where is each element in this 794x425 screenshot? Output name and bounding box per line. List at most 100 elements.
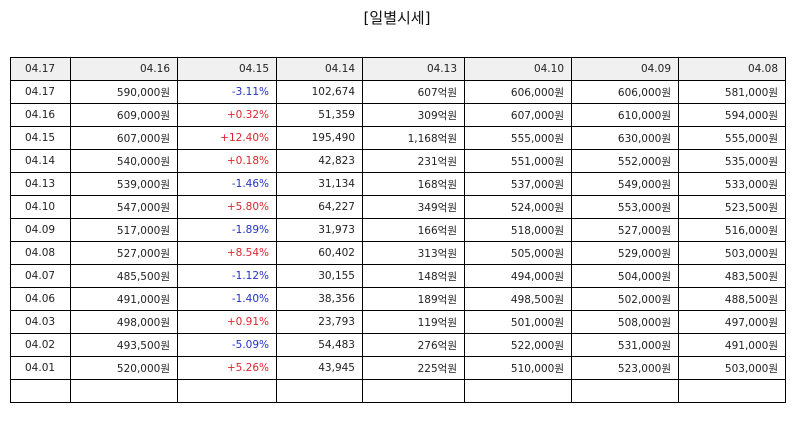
change-cell: +0.91% xyxy=(177,310,277,334)
amount-cell: 119억원 xyxy=(362,310,465,334)
date-cell: 04.13 xyxy=(10,172,71,196)
price-cell: 607,000원 xyxy=(70,126,178,150)
low-cell: 503,000원 xyxy=(678,356,786,380)
header-cell: 04.15 xyxy=(177,57,277,81)
amount-cell: 189억원 xyxy=(362,287,465,311)
change-cell: +5.26% xyxy=(177,356,277,380)
table-row: 04.13 539,000원 -1.46% 31,134 168억원 537,000원 54… xyxy=(10,172,786,196)
open-cell: 518,000원 xyxy=(464,218,572,242)
amount-cell: 309억원 xyxy=(362,103,465,127)
empty-cell xyxy=(70,379,178,403)
open-cell: 551,000원 xyxy=(464,149,572,173)
volume-cell: 102,674 xyxy=(276,80,363,104)
amount-cell: 148억원 xyxy=(362,264,465,288)
date-cell: 04.02 xyxy=(10,333,71,357)
low-cell: 516,000원 xyxy=(678,218,786,242)
price-cell: 547,000원 xyxy=(70,195,178,219)
volume-cell: 51,359 xyxy=(276,103,363,127)
low-cell: 483,500원 xyxy=(678,264,786,288)
open-cell: 498,500원 xyxy=(464,287,572,311)
empty-cell xyxy=(362,379,465,403)
low-cell: 523,500원 xyxy=(678,195,786,219)
table-row: 04.01 520,000원 +5.26% 43,945 225억원 510,000원 52… xyxy=(10,356,786,380)
change-cell: +0.18% xyxy=(177,149,277,173)
amount-cell: 607억원 xyxy=(362,80,465,104)
price-cell: 590,000원 xyxy=(70,80,178,104)
price-cell: 540,000원 xyxy=(70,149,178,173)
low-cell: 503,000원 xyxy=(678,241,786,265)
volume-cell: 23,793 xyxy=(276,310,363,334)
table-body: 04.17 04.16 04.15 04.14 04.13 04.10 04.0… xyxy=(10,57,786,403)
open-cell: 555,000원 xyxy=(464,126,572,150)
high-cell: 630,000원 xyxy=(571,126,679,150)
date-cell: 04.10 xyxy=(10,195,71,219)
header-cell: 04.14 xyxy=(276,57,363,81)
amount-cell: 349억원 xyxy=(362,195,465,219)
date-cell: 04.14 xyxy=(10,149,71,173)
empty-cell xyxy=(177,379,277,403)
empty-row xyxy=(10,379,786,403)
change-cell: -3.11% xyxy=(177,80,277,104)
price-cell: 517,000원 xyxy=(70,218,178,242)
table-header-row: 04.17 04.16 04.15 04.14 04.13 04.10 04.0… xyxy=(10,57,786,81)
date-cell: 04.06 xyxy=(10,287,71,311)
open-cell: 494,000원 xyxy=(464,264,572,288)
price-cell: 527,000원 xyxy=(70,241,178,265)
volume-cell: 43,945 xyxy=(276,356,363,380)
empty-cell xyxy=(571,379,679,403)
open-cell: 505,000원 xyxy=(464,241,572,265)
header-cell: 04.09 xyxy=(571,57,679,81)
open-cell: 606,000원 xyxy=(464,80,572,104)
high-cell: 527,000원 xyxy=(571,218,679,242)
price-cell: 485,500원 xyxy=(70,264,178,288)
volume-cell: 31,134 xyxy=(276,172,363,196)
table-row: 04.03 498,000원 +0.91% 23,793 119억원 501,000원 50… xyxy=(10,310,786,334)
date-cell: 04.16 xyxy=(10,103,71,127)
amount-cell: 168억원 xyxy=(362,172,465,196)
amount-cell: 1,168억원 xyxy=(362,126,465,150)
table-row: 04.09 517,000원 -1.89% 31,973 166억원 518,000원 52… xyxy=(10,218,786,242)
date-cell: 04.09 xyxy=(10,218,71,242)
low-cell: 555,000원 xyxy=(678,126,786,150)
change-cell: +0.32% xyxy=(177,103,277,127)
date-cell: 04.03 xyxy=(10,310,71,334)
price-cell: 539,000원 xyxy=(70,172,178,196)
high-cell: 508,000원 xyxy=(571,310,679,334)
high-cell: 523,000원 xyxy=(571,356,679,380)
volume-cell: 195,490 xyxy=(276,126,363,150)
change-cell: +8.54% xyxy=(177,241,277,265)
header-cell: 04.16 xyxy=(70,57,178,81)
change-cell: -1.89% xyxy=(177,218,277,242)
table-row: 04.10 547,000원 +5.80% 64,227 349억원 524,000원 55… xyxy=(10,195,786,219)
low-cell: 581,000원 xyxy=(678,80,786,104)
volume-cell: 64,227 xyxy=(276,195,363,219)
change-cell: -1.46% xyxy=(177,172,277,196)
amount-cell: 225억원 xyxy=(362,356,465,380)
open-cell: 510,000원 xyxy=(464,356,572,380)
price-cell: 520,000원 xyxy=(70,356,178,380)
volume-cell: 30,155 xyxy=(276,264,363,288)
empty-cell xyxy=(276,379,363,403)
header-cell: 04.10 xyxy=(464,57,572,81)
open-cell: 501,000원 xyxy=(464,310,572,334)
high-cell: 504,000원 xyxy=(571,264,679,288)
table-row: 04.06 491,000원 -1.40% 38,356 189억원 498,500원 50… xyxy=(10,287,786,311)
page-title: [일별시세] xyxy=(363,9,431,27)
table-row: 04.08 527,000원 +8.54% 60,402 313억원 505,000원 52… xyxy=(10,241,786,265)
volume-cell: 38,356 xyxy=(276,287,363,311)
high-cell: 552,000원 xyxy=(571,149,679,173)
open-cell: 524,000원 xyxy=(464,195,572,219)
table-row: 04.15 607,000원 +12.40% 195,490 1,168억원 555,00… xyxy=(10,126,786,150)
high-cell: 610,000원 xyxy=(571,103,679,127)
high-cell: 549,000원 xyxy=(571,172,679,196)
empty-cell xyxy=(10,379,71,403)
header-cell: 04.08 xyxy=(678,57,786,81)
empty-cell xyxy=(464,379,572,403)
volume-cell: 31,973 xyxy=(276,218,363,242)
date-cell: 04.15 xyxy=(10,126,71,150)
low-cell: 488,500원 xyxy=(678,287,786,311)
table-row: 04.07 485,500원 -1.12% 30,155 148억원 494,000원 50… xyxy=(10,264,786,288)
daily-price-table: 04.17 04.16 04.15 04.14 04.13 04.10 04.0… xyxy=(10,57,786,403)
low-cell: 594,000원 xyxy=(678,103,786,127)
open-cell: 607,000원 xyxy=(464,103,572,127)
